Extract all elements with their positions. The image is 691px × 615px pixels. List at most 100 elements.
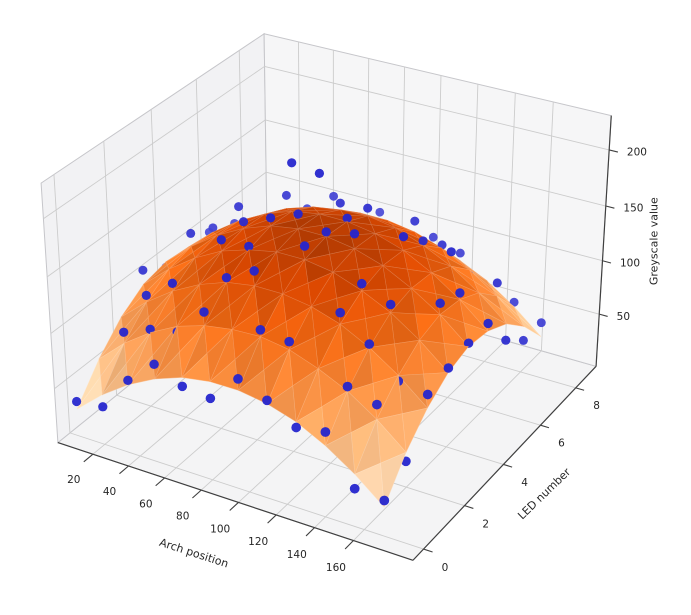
surface-triangle <box>354 462 385 508</box>
scatter-point <box>244 241 254 252</box>
z-axis-line <box>595 115 612 367</box>
x-tick-80-label: 80 <box>176 511 189 523</box>
scatter-point <box>518 335 528 345</box>
y-tick-8-label: 8 <box>593 400 600 412</box>
scatter-point <box>455 248 465 258</box>
scatter-point <box>167 278 178 288</box>
axis-lines <box>57 115 612 561</box>
z-tick-100-mark <box>602 260 612 264</box>
surface-triangle <box>325 432 356 475</box>
scatter-point <box>536 318 546 328</box>
y-axis-line <box>412 365 597 561</box>
scatter-point <box>221 272 232 283</box>
scatter-point <box>265 213 276 223</box>
scatter-point <box>422 389 433 400</box>
scatter-point <box>483 318 493 329</box>
z-tick-200-mark <box>609 149 619 153</box>
scatter-point <box>463 338 474 348</box>
wall-grid-x <box>505 92 516 341</box>
scatter-point <box>119 327 129 337</box>
scatter-point <box>342 213 352 223</box>
scatter-point <box>141 290 151 300</box>
scatter-point <box>329 191 339 201</box>
x-tick-100-mark <box>229 502 239 511</box>
wall-grid-x <box>540 101 554 351</box>
left-wall-grid-z <box>50 171 267 334</box>
scatter-point <box>233 374 243 384</box>
z-tick-100-label: 100 <box>620 257 640 269</box>
y-tick-6-label: 6 <box>558 437 565 449</box>
scatter-point <box>342 381 353 392</box>
scatter-point <box>443 363 454 373</box>
z-tick-150-label: 150 <box>623 203 643 215</box>
y-tick-2-label: 2 <box>482 518 489 530</box>
x-tick-160-label: 160 <box>326 562 346 574</box>
x-tick-80-mark <box>192 489 202 499</box>
scatter-point <box>335 307 346 318</box>
scatter-point <box>262 395 272 406</box>
x-tick-20-label: 20 <box>67 474 80 486</box>
right-wall-grid-z <box>264 66 610 151</box>
scatter-point <box>418 236 428 246</box>
z-axis-title: Greyscale value <box>648 197 661 285</box>
surface-triangle <box>295 406 326 447</box>
y-tick-8-mark <box>575 387 585 391</box>
x-axis-line <box>57 442 414 561</box>
left-wall-grid-z <box>43 66 265 220</box>
scatter-point <box>501 335 511 345</box>
y-tick-4-mark <box>503 463 513 468</box>
scatter-point <box>335 198 345 208</box>
scatter-point <box>284 336 295 347</box>
scatter-point <box>138 265 148 275</box>
scatter-point <box>435 298 445 309</box>
scatter-point <box>385 299 396 310</box>
scatter-point <box>287 158 297 168</box>
scatter-point <box>364 339 375 349</box>
scatter-point <box>216 235 226 245</box>
scatter-point <box>509 297 519 307</box>
scatter-point <box>199 307 209 317</box>
x-tick-40-label: 40 <box>103 486 116 498</box>
x-tick-140-label: 140 <box>287 549 307 561</box>
scatter-point <box>446 247 456 257</box>
scatter-point <box>428 232 438 242</box>
x-tick-120-mark <box>267 514 277 524</box>
scatter-point <box>149 359 159 370</box>
x-tick-160-mark <box>344 540 354 550</box>
scatter-point <box>410 216 420 226</box>
left-wall-grid-z <box>46 119 266 278</box>
scatter-point <box>205 393 216 404</box>
surface-triangle <box>266 385 297 423</box>
z-tick-150-mark <box>605 205 615 209</box>
x-tick-20-mark <box>83 453 94 463</box>
scatter-point <box>314 168 325 179</box>
wall-grid-y <box>53 174 71 433</box>
y-tick-0-label: 0 <box>442 562 449 574</box>
y-tick-2-mark <box>464 505 474 509</box>
scatter-point <box>98 402 108 412</box>
scatter-point <box>398 232 409 242</box>
surface-and-scatter <box>72 158 546 508</box>
scatter-point <box>492 278 502 288</box>
scatter-point <box>281 190 291 200</box>
scatter-point <box>291 422 302 433</box>
scatter-point <box>455 288 465 298</box>
scatter-point <box>293 209 303 219</box>
z-tick-50-label: 50 <box>617 311 630 323</box>
x-tick-140-mark <box>305 527 315 537</box>
scatter-point <box>379 495 390 506</box>
scatter-point <box>299 241 310 251</box>
x-tick-100-label: 100 <box>210 523 230 535</box>
x-tick-40-mark <box>119 465 129 475</box>
scatter-point <box>321 227 331 237</box>
scatter-point <box>249 266 259 276</box>
x-tick-60-label: 60 <box>139 498 152 510</box>
y-tick-4-label: 4 <box>521 477 528 489</box>
surface-triangle <box>238 369 268 405</box>
scatter-point <box>357 278 367 289</box>
scatter-point <box>255 324 266 335</box>
y-tick-0-mark <box>423 548 433 553</box>
x-tick-60-mark <box>155 477 165 487</box>
